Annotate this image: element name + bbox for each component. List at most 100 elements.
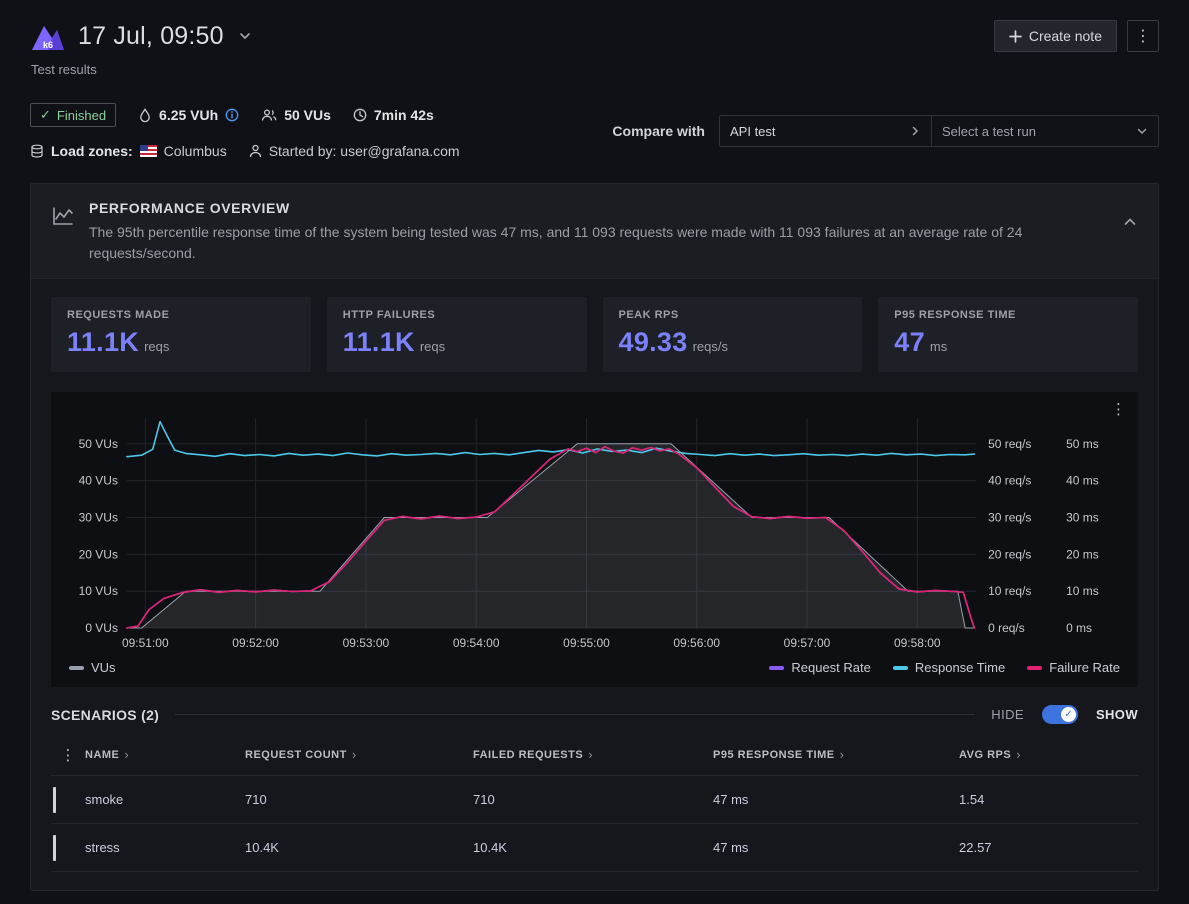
legend-swatch	[892, 665, 908, 670]
toggle-knob: ✓	[1060, 707, 1076, 722]
legend-label: Failure Rate	[1049, 660, 1120, 675]
status-badge-label: Finished	[56, 107, 107, 123]
svg-text:k6: k6	[43, 40, 53, 50]
stat-value: 47	[894, 327, 925, 357]
cell-request-count: 10.4K	[245, 840, 279, 855]
app-header: k6 17 Jul, 09:50 Test results Create not…	[0, 0, 1189, 77]
column-header-avg-rps[interactable]: AVG RPS ›	[959, 747, 1022, 762]
legend-label: Response Time	[914, 660, 1006, 675]
k6-logo-icon: k6	[32, 26, 64, 50]
cell-p95: 47 ms	[713, 792, 749, 807]
stat-unit: reqs	[419, 339, 446, 354]
stat-value: 49.33	[618, 327, 688, 357]
svg-text:09:54:00: 09:54:00	[453, 636, 500, 650]
compare-test-select[interactable]: API test	[720, 116, 932, 146]
stat-unit: ms	[929, 339, 948, 354]
svg-text:50 VUs: 50 VUs	[79, 437, 118, 451]
test-run-placeholder: Select a test run	[942, 123, 1036, 139]
chart-legend: VUs Request Rate Response Time Failure Rat…	[55, 658, 1134, 685]
vus-value: 50 VUs	[284, 107, 331, 123]
table-kebab-menu-icon[interactable]: ⋮	[60, 746, 76, 764]
table-row[interactable]: smoke 710 710 47 ms 1.54	[51, 776, 1138, 824]
scenarios-header: SCENARIOS (2) HIDE ✓ SHOW	[31, 687, 1158, 730]
stat-label: REQUESTS MADE	[67, 309, 170, 321]
create-note-button[interactable]: Create note	[993, 20, 1117, 52]
legend-item-vus[interactable]: VUs	[69, 660, 116, 675]
us-flag-icon	[139, 145, 157, 157]
svg-text:0 ms: 0 ms	[1066, 621, 1092, 635]
scenario-indicator	[53, 834, 56, 861]
svg-text:09:52:00: 09:52:00	[232, 636, 279, 650]
panel-header: PERFORMANCE OVERVIEW The 95th percentile…	[31, 184, 1158, 279]
panel-title: PERFORMANCE OVERVIEW	[89, 200, 290, 216]
stat-card-http-failures: HTTP FAILURES 11.1K reqs	[326, 297, 587, 372]
stat-card-peak-rps: PEAK RPS 49.33 reqs/s	[602, 297, 863, 372]
divider	[175, 714, 976, 715]
svg-text:50 ms: 50 ms	[1066, 437, 1099, 451]
chevron-down-icon[interactable]	[238, 29, 252, 43]
show-scenarios-toggle[interactable]: ✓	[1041, 705, 1078, 724]
stat-value: 11.1K	[342, 327, 415, 357]
cell-request-count: 710	[245, 792, 267, 807]
svg-text:40 req/s: 40 req/s	[988, 474, 1031, 488]
cell-failed-requests: 10.4K	[473, 840, 507, 855]
column-header-p95-response-time[interactable]: P95 RESPONSE TIME ›	[713, 747, 845, 762]
legend-label: VUs	[91, 660, 116, 675]
column-header-failed-requests[interactable]: FAILED REQUESTS ›	[473, 747, 594, 762]
svg-text:20 VUs: 20 VUs	[79, 547, 118, 561]
svg-text:09:56:00: 09:56:00	[673, 636, 720, 650]
chevron-down-icon	[1136, 125, 1148, 137]
create-note-label: Create note	[1028, 28, 1102, 44]
vuh-value: 6.25 VUh	[159, 107, 219, 123]
stat-unit: reqs	[144, 339, 170, 354]
stat-card-requests-made: REQUESTS MADE 11.1K reqs	[51, 297, 311, 372]
plus-icon	[1009, 29, 1022, 43]
svg-text:09:55:00: 09:55:00	[563, 636, 610, 650]
stat-label: HTTP FAILURES	[342, 309, 436, 321]
stats-row: REQUESTS MADE 11.1K reqs HTTP FAILURES 11…	[31, 279, 1158, 386]
performance-chart[interactable]: ⋮ 09:51:00 09:52:00 09:53:00 09:54:00 09:55:…	[51, 392, 1138, 687]
status-badge: ✓ Finished	[30, 103, 117, 127]
person-icon	[249, 144, 262, 158]
legend-item-response-time[interactable]: Response Time	[892, 660, 1006, 675]
vus-metric: 50 VUs	[261, 107, 331, 123]
droplet-icon	[138, 107, 152, 123]
scenarios-title: SCENARIOS (2)	[51, 706, 160, 723]
status-section: ✓ Finished 6.25 VUh 50 VUs	[0, 77, 1189, 159]
load-zones-label: Load zones:	[51, 143, 133, 159]
chart-canvas[interactable]: 09:51:00 09:52:00 09:53:00 09:54:00 09:55:00…	[55, 402, 1134, 658]
test-run-select[interactable]: Select a test run	[932, 116, 1158, 146]
page-subtitle: Test results	[31, 62, 97, 77]
compare-with-label: Compare with	[612, 123, 705, 139]
svg-text:10 req/s: 10 req/s	[988, 584, 1031, 598]
table-header-row: ⋮ NAME › REQUEST COUNT › FAILED REQUESTS › …	[51, 734, 1138, 776]
column-header-request-count[interactable]: REQUEST COUNT ›	[245, 747, 357, 762]
svg-text:50 req/s: 50 req/s	[988, 437, 1031, 451]
show-label[interactable]: SHOW	[1095, 707, 1138, 722]
collapse-chevron-up-icon[interactable]	[1122, 214, 1138, 230]
legend-item-failure-rate[interactable]: Failure Rate	[1027, 660, 1120, 675]
svg-text:09:58:00: 09:58:00	[894, 636, 941, 650]
info-icon[interactable]	[225, 108, 239, 122]
panel-description: The 95th percentile response time of the…	[89, 224, 1023, 261]
chart-kebab-menu-icon[interactable]: ⋮	[1111, 401, 1126, 418]
stat-unit: reqs/s	[692, 339, 728, 354]
svg-text:09:57:00: 09:57:00	[784, 636, 831, 650]
started-by-value: Started by: user@grafana.com	[268, 143, 460, 159]
hide-label[interactable]: HIDE	[991, 707, 1024, 722]
sort-chevron-icon: ›	[1016, 747, 1022, 762]
stat-label: PEAK RPS	[618, 309, 679, 321]
cell-p95: 47 ms	[713, 840, 749, 855]
started-by: Started by: user@grafana.com	[249, 143, 460, 159]
cell-name: stress	[85, 840, 120, 855]
header-kebab-menu-icon[interactable]: ⋮	[1127, 20, 1159, 52]
legend-label: Request Rate	[791, 660, 871, 675]
scenarios-table: ⋮ NAME › REQUEST COUNT › FAILED REQUESTS › …	[51, 734, 1138, 872]
svg-text:10 ms: 10 ms	[1066, 584, 1099, 598]
graph-icon	[51, 204, 75, 228]
page-title: 17 Jul, 09:50	[78, 21, 224, 50]
column-header-name[interactable]: NAME ›	[85, 747, 130, 762]
table-row[interactable]: stress 10.4K 10.4K 47 ms 22.57	[51, 824, 1138, 872]
legend-item-request-rate[interactable]: Request Rate	[769, 660, 871, 675]
load-zones: Load zones: Columbus	[30, 143, 227, 159]
